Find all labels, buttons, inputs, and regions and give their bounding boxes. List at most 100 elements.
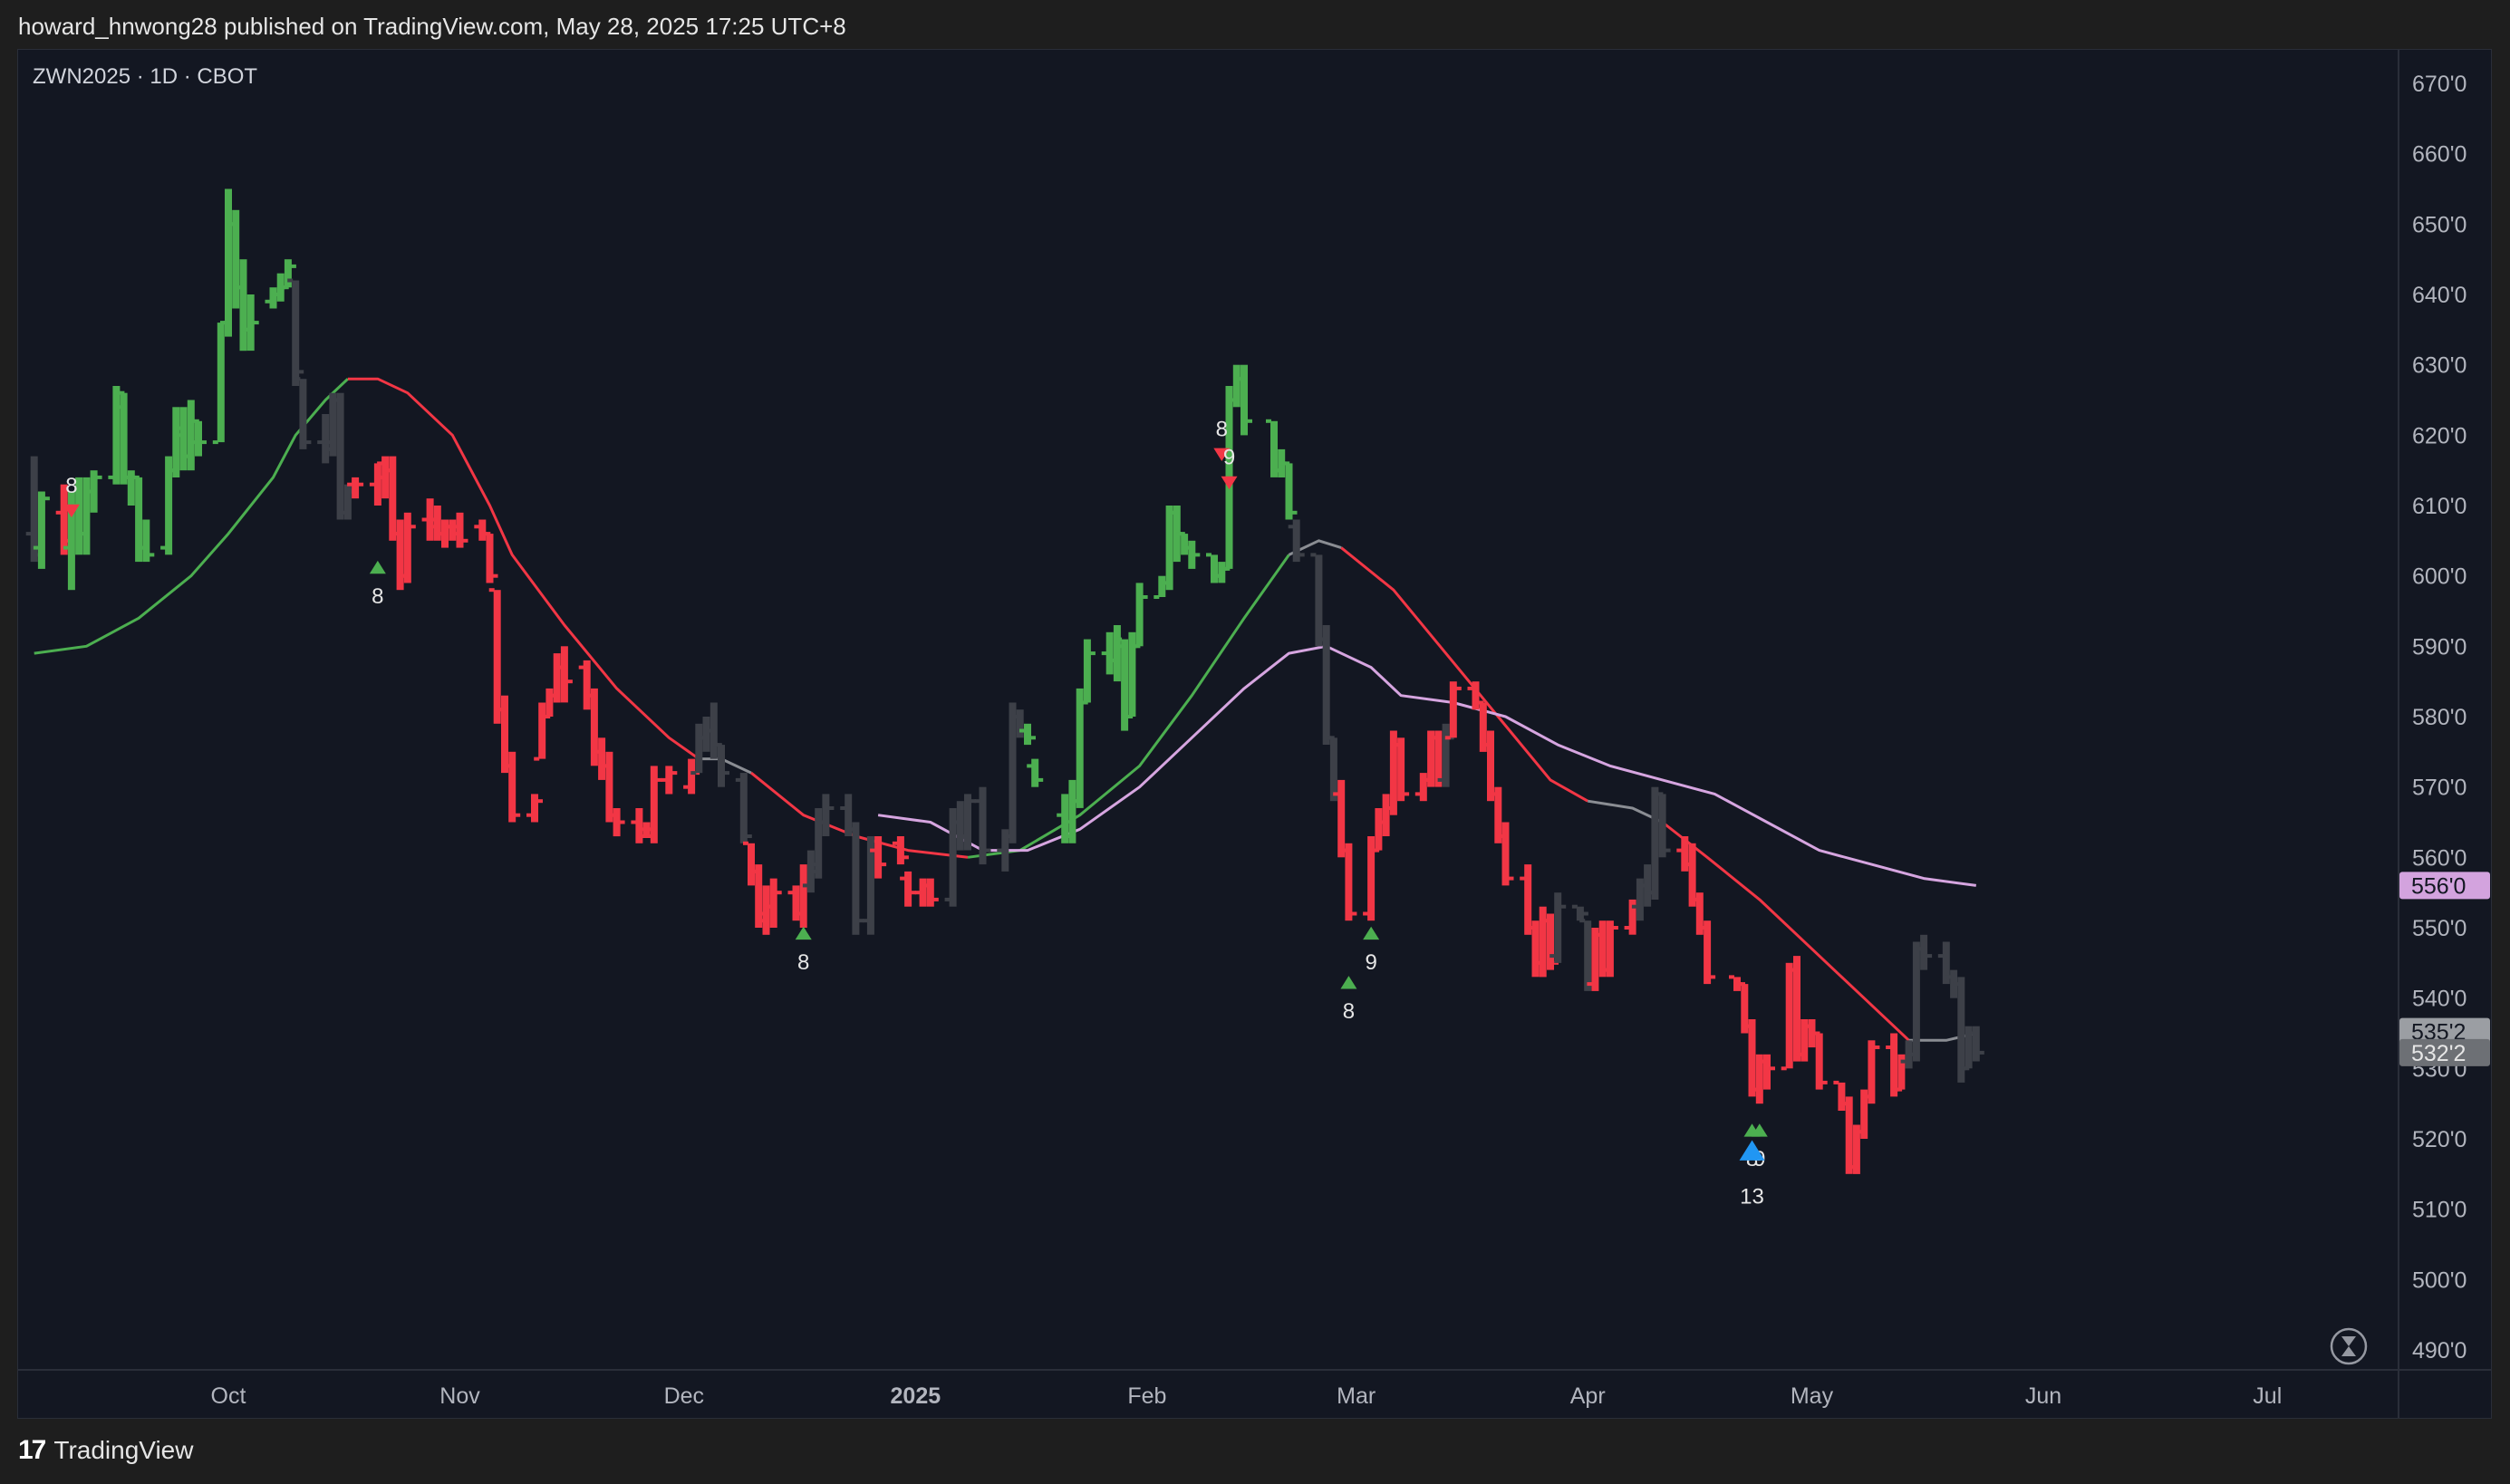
ohlc-bar[interactable] [735, 773, 752, 843]
ohlc-bar[interactable] [645, 766, 662, 843]
ohlc-bar[interactable] [190, 420, 207, 457]
ohlc-bar[interactable] [1571, 904, 1588, 921]
ohlc-bar[interactable] [1916, 934, 1933, 970]
ohlc-bar[interactable] [1019, 723, 1036, 746]
ohlc-bar[interactable] [870, 836, 887, 879]
ohlc-bar[interactable] [287, 278, 304, 387]
ohlc-bar[interactable] [1953, 977, 1970, 1083]
ohlc-bar[interactable] [504, 751, 521, 823]
ohlc-bar[interactable] [526, 794, 543, 823]
chart-frame[interactable] [17, 49, 2492, 1419]
ohlc-bar[interactable] [1236, 364, 1252, 436]
ohlc-bar[interactable] [817, 794, 835, 836]
bar-close-tick [1298, 553, 1305, 557]
bar-open-tick [1423, 777, 1429, 782]
ohlc-bar[interactable] [294, 377, 312, 449]
ohlc-bar[interactable] [555, 646, 573, 703]
ohlc-bar[interactable] [1393, 737, 1410, 802]
bar-range [590, 688, 598, 766]
bar-close-tick [1582, 911, 1588, 916]
ohlc-bar[interactable] [661, 766, 678, 795]
bar-close-tick [932, 897, 939, 901]
ohlc-bar[interactable] [765, 878, 782, 928]
ohlc-bar[interactable] [85, 470, 102, 513]
bar-close-tick [290, 264, 296, 268]
ohlc-bar[interactable] [974, 786, 991, 865]
triangle-down-icon [1221, 476, 1238, 490]
ohlc-bar[interactable] [1967, 1026, 1984, 1062]
ohlc-bar[interactable] [1699, 920, 1716, 985]
bar-open-tick [1078, 700, 1085, 705]
ohlc-bar[interactable] [1078, 639, 1096, 705]
bar-open-tick [1691, 897, 1697, 901]
signal-arrow-up-icon [1739, 1140, 1765, 1161]
bar-range [67, 491, 75, 591]
ohlc-bar[interactable] [608, 808, 625, 837]
marker-count-label: 13 [1740, 1185, 1764, 1209]
bar-range [187, 400, 195, 471]
ohlc-bar[interactable] [399, 512, 416, 583]
ohlc-bar[interactable] [481, 532, 498, 583]
ohlc-bar[interactable] [138, 519, 155, 563]
bar-range [718, 745, 725, 787]
ohlc-bar[interactable] [451, 512, 468, 548]
bar-range [1868, 1040, 1876, 1104]
bar-range [1001, 829, 1009, 872]
hourglass-icon[interactable] [2330, 1327, 2368, 1365]
tradingview-brand[interactable]: 17 TradingView [18, 1435, 193, 1466]
bar-open-tick [1751, 1087, 1757, 1092]
ohlc-bar[interactable] [242, 294, 259, 352]
ohlc-bar[interactable] [1497, 822, 1514, 886]
bar-open-tick [870, 848, 876, 853]
ohlc-bar[interactable] [1027, 758, 1044, 787]
ohlc-bar[interactable] [1601, 920, 1618, 978]
ohlc-bar[interactable] [1654, 792, 1671, 858]
ohlc-bar[interactable] [1759, 1054, 1775, 1090]
ohlc-bar[interactable] [922, 878, 939, 907]
ohlc-bar[interactable] [1444, 681, 1462, 740]
bar-range [1598, 920, 1607, 978]
ohlc-bar[interactable] [1131, 583, 1148, 649]
ohlc-bar[interactable] [347, 477, 364, 499]
bar-range [755, 864, 763, 928]
ohlc-bar[interactable] [212, 321, 229, 445]
plot-area[interactable]: 88889898913 [25, 188, 1984, 1209]
bar-open-tick [847, 827, 854, 832]
ohlc-bar[interactable] [1340, 843, 1357, 921]
bar-open-tick [578, 665, 584, 670]
bar-open-tick [1900, 1059, 1907, 1064]
bar-open-tick [1176, 532, 1183, 536]
ohlc-bar[interactable] [1863, 1040, 1880, 1104]
hourglass-icon-glyph [2341, 1336, 2356, 1356]
ohlc-bar[interactable] [892, 836, 909, 865]
ohlc-bar[interactable] [1549, 892, 1567, 963]
bar-range [1651, 786, 1659, 900]
ohlc-bar[interactable] [1810, 1031, 1828, 1090]
bar-range [896, 836, 904, 865]
ohlc-bar[interactable] [1280, 461, 1298, 520]
ohlc-bar[interactable] [1183, 540, 1201, 569]
ohlc-bar[interactable] [960, 794, 976, 851]
bar-open-tick [1646, 891, 1653, 895]
symbol-legend[interactable]: ZWN2025 · 1D · CBOT [33, 64, 257, 89]
bar-range [1009, 702, 1017, 843]
ohlc-bar[interactable] [279, 259, 296, 290]
bar-open-tick [1534, 960, 1540, 965]
time-tick-label: Nov [439, 1383, 480, 1409]
bar-open-tick [1101, 651, 1107, 656]
bar-open-tick [1444, 736, 1451, 740]
bar-close-tick [358, 482, 364, 487]
bar-open-tick [1183, 545, 1190, 550]
ohlc-bar[interactable] [713, 743, 729, 787]
bar-open-tick [1953, 982, 1959, 987]
ohlc-bar[interactable] [847, 822, 864, 935]
bar-open-tick [1856, 1130, 1862, 1134]
ohlc-bar[interactable] [1288, 519, 1305, 563]
bar-close-tick [515, 813, 521, 817]
bar-range [1965, 1026, 1973, 1069]
ohlc-bar[interactable] [33, 491, 50, 569]
ohlc-bar[interactable] [900, 871, 917, 907]
bar-open-tick [497, 708, 502, 712]
bar-close-tick [903, 855, 909, 860]
